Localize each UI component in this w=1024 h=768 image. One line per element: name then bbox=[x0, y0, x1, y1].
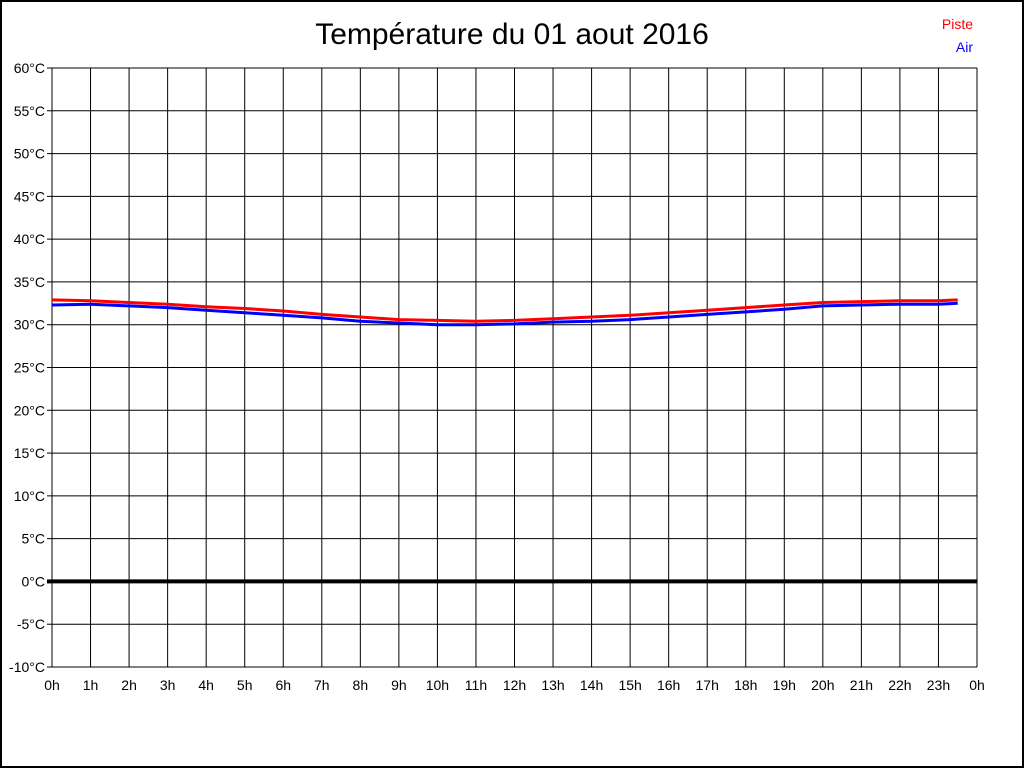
x-tick-label: 17h bbox=[696, 677, 719, 693]
x-tick-label: 22h bbox=[888, 677, 911, 693]
legend-item-air: Air bbox=[955, 39, 973, 55]
series-lines bbox=[51, 298, 958, 327]
x-tick-label: 20h bbox=[811, 677, 834, 693]
axis-labels: 60°C 55°C 50°C 45°C 40°C 35°C 30°C 25°C 20°C 15°C… bbox=[9, 60, 985, 693]
y-tick-label: 15°C bbox=[14, 445, 45, 461]
y-tick-label: 30°C bbox=[14, 317, 45, 333]
y-tick-label: 20°C bbox=[14, 402, 45, 418]
x-tick-label: 19h bbox=[773, 677, 796, 693]
x-tick-label: 21h bbox=[850, 677, 873, 693]
x-tick-label: 14h bbox=[580, 677, 603, 693]
x-tick-label: 1h bbox=[83, 677, 99, 693]
series-line-piste bbox=[51, 298, 958, 323]
y-tick-label: 0°C bbox=[22, 573, 46, 589]
legend: Piste Air bbox=[942, 13, 973, 59]
x-tick-label: 5h bbox=[237, 677, 253, 693]
x-tick-label: 10h bbox=[426, 677, 449, 693]
x-tick-label: 8h bbox=[353, 677, 369, 693]
x-tick-label: 12h bbox=[503, 677, 526, 693]
y-tick-label: 35°C bbox=[14, 274, 45, 290]
x-tick-label: 13h bbox=[541, 677, 564, 693]
plot-grid bbox=[47, 67, 978, 668]
x-tick-label: 18h bbox=[734, 677, 757, 693]
y-tick-label: 55°C bbox=[14, 103, 45, 119]
y-tick-label: 10°C bbox=[14, 488, 45, 504]
x-tick-label: 23h bbox=[927, 677, 950, 693]
y-tick-label: 25°C bbox=[14, 360, 45, 376]
y-tick-label: -10°C bbox=[9, 659, 45, 675]
series-line-air bbox=[51, 301, 958, 327]
x-tick-label: 4h bbox=[198, 677, 214, 693]
x-tick-label: 3h bbox=[160, 677, 176, 693]
x-tick-label: 11h bbox=[465, 677, 487, 693]
y-tick-label: 45°C bbox=[14, 188, 45, 204]
y-tick-label: 40°C bbox=[14, 231, 45, 247]
chart-title: Température du 01 aout 2016 bbox=[315, 18, 709, 51]
y-tick-label: -5°C bbox=[17, 616, 45, 632]
y-tick-label: 60°C bbox=[14, 60, 45, 76]
x-tick-label: 15h bbox=[618, 677, 641, 693]
x-tick-label: 2h bbox=[121, 677, 137, 693]
x-tick-label: 6h bbox=[275, 677, 291, 693]
x-tick-label: 0h bbox=[44, 677, 60, 693]
x-tick-label: 16h bbox=[657, 677, 680, 693]
legend-item-piste: Piste bbox=[941, 16, 973, 32]
y-tick-label: 50°C bbox=[14, 146, 45, 162]
x-tick-label: 7h bbox=[314, 677, 330, 693]
x-tick-label: 9h bbox=[391, 677, 407, 693]
y-tick-label: 5°C bbox=[22, 531, 46, 547]
x-tick-label: 0h bbox=[969, 677, 985, 693]
